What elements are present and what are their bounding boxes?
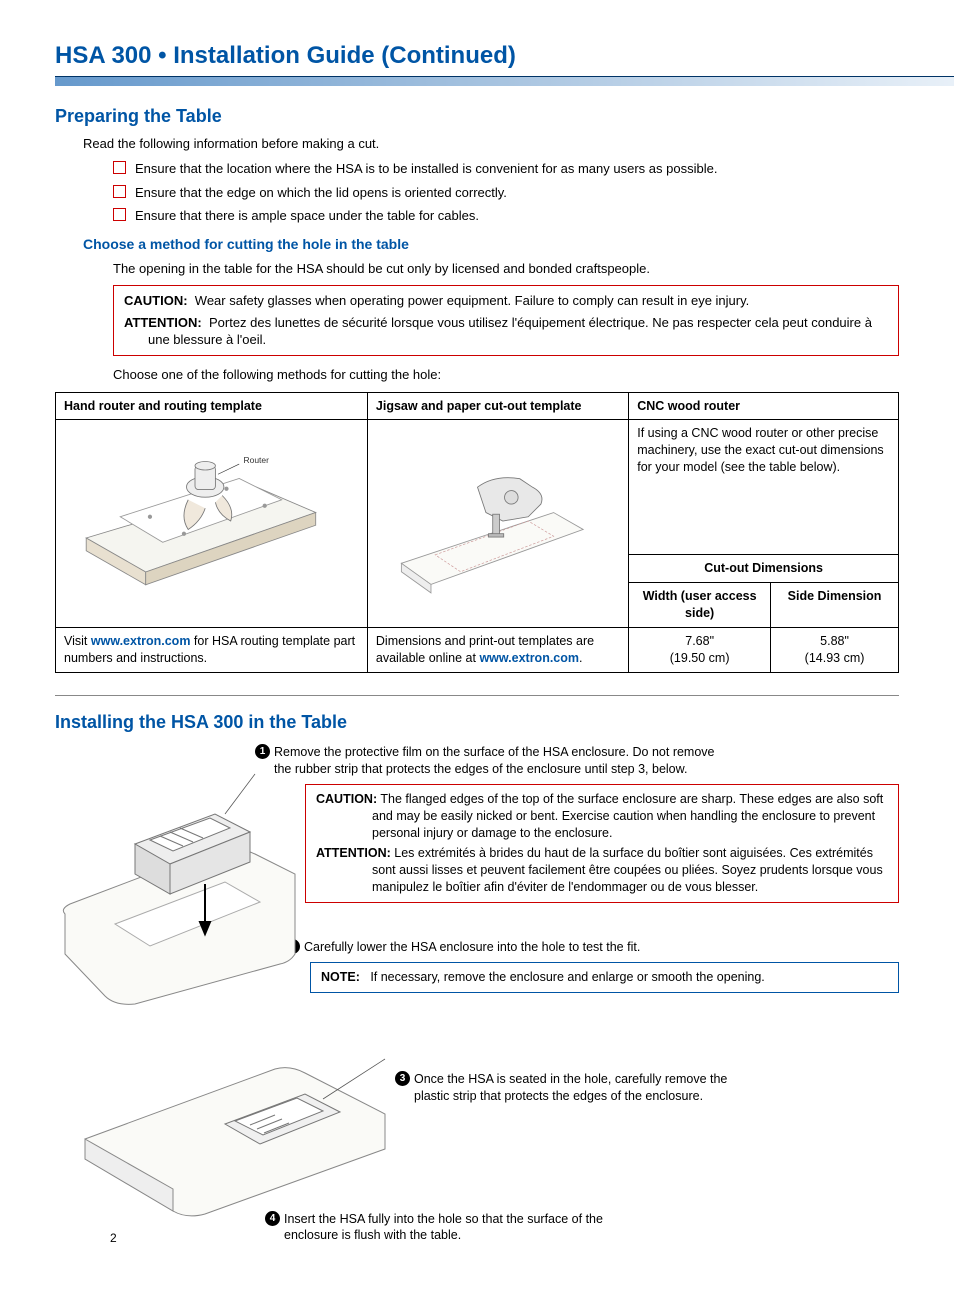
step-3: 3 Once the HSA is seated in the hole, ca… [395,1071,899,1105]
choose-text: Choose one of the following methods for … [113,366,899,384]
caution-label: CAUTION: [124,293,188,308]
extron-link[interactable]: www.extron.com [479,651,579,665]
preparing-intro: Read the following information before ma… [83,135,899,153]
checklist-item: Ensure that there is ample space under t… [113,207,899,225]
checklist-item: Ensure that the edge on which the lid op… [113,184,899,202]
col-header-jigsaw: Jigsaw and paper cut-out template [367,392,628,420]
width-value: 7.68"(19.50 cm) [629,628,771,673]
step-2: 2 Carefully lower the HSA enclosure into… [285,939,899,956]
install-lower-diagram [75,1029,395,1229]
checklist: Ensure that the location where the HSA i… [113,160,899,225]
caution-box: CAUTION: Wear safety glasses when operat… [113,285,899,356]
install-note-box: NOTE: If necessary, remove the enclosure… [310,962,899,993]
attention-text: Portez des lunettes de sécurité lorsque … [148,315,872,348]
page-number: 2 [110,1230,117,1246]
install-diagram-area: 1 Remove the protective film on the surf… [55,744,899,1264]
attention-label: ATTENTION: [124,315,202,330]
cnc-text-cell: If using a CNC wood router or other prec… [629,420,899,555]
install-caution-box: CAUTION: The flanged edges of the top of… [305,784,899,903]
preparing-heading: Preparing the Table [55,104,899,128]
methods-table: Hand router and routing template Jigsaw … [55,392,899,673]
document-title: HSA 300 • Installation Guide (Continued) [55,40,899,72]
width-header: Width (user access side) [629,583,771,628]
section-divider [55,695,899,696]
side-value: 5.88"(14.93 cm) [771,628,899,673]
side-header: Side Dimension [771,583,899,628]
extron-link[interactable]: www.extron.com [91,634,191,648]
col-header-router: Hand router and routing template [56,392,368,420]
install-upper-diagram [55,754,305,1009]
router-label: Router [243,455,269,465]
installing-heading: Installing the HSA 300 in the Table [55,710,899,734]
step-1: 1 Remove the protective film on the surf… [255,744,899,778]
step-badge-3: 3 [395,1071,410,1086]
router-footer: Visit www.extron.com for HSA routing tem… [56,628,368,673]
cutting-intro: The opening in the table for the HSA sho… [113,260,899,278]
cutout-header: Cut-out Dimensions [629,555,899,583]
col-header-cnc: CNC wood router [629,392,899,420]
router-diagram: Router [64,436,329,606]
jigsaw-footer: Dimensions and print-out templates are a… [367,628,628,673]
caution-text: Wear safety glasses when operating power… [195,293,749,308]
router-image-cell: Router [56,420,368,628]
jigsaw-image-cell [367,420,628,628]
jigsaw-diagram [376,436,596,606]
title-rule [55,76,954,86]
checklist-item: Ensure that the location where the HSA i… [113,160,899,178]
cutting-subheading: Choose a method for cutting the hole in … [83,235,899,254]
